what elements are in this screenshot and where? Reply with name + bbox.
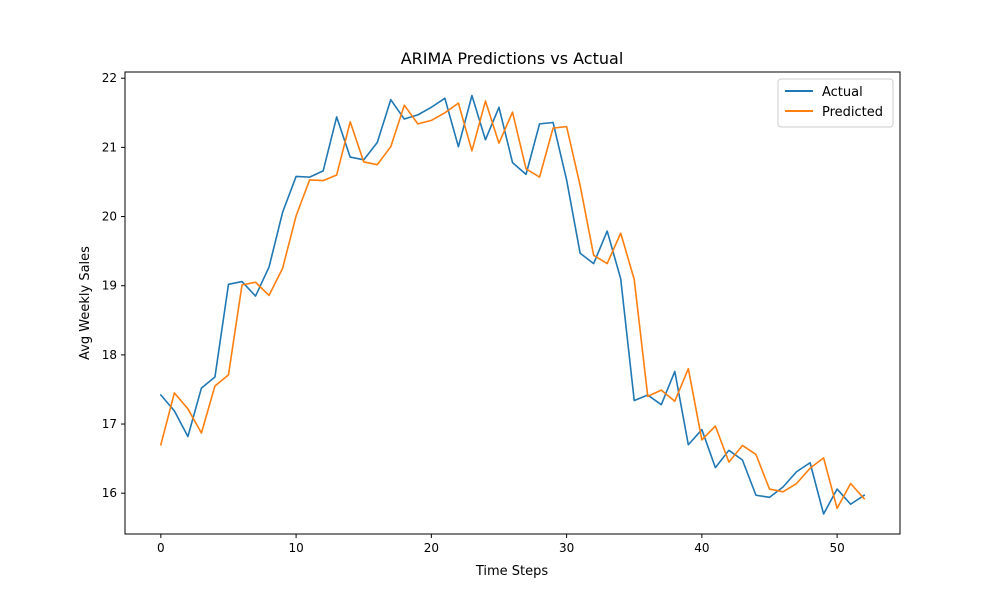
plot-lines xyxy=(159,94,866,515)
y-tick-label: 18 xyxy=(102,348,117,362)
plot-frame xyxy=(124,71,901,535)
y-tick-label: 19 xyxy=(102,279,117,293)
y-tick-label: 21 xyxy=(102,140,117,154)
x-tick-label: 50 xyxy=(829,541,844,555)
y-axis-label: Avg Weekly Sales xyxy=(78,246,93,360)
x-tick-label: 40 xyxy=(694,541,709,555)
legend: Actual Predicted xyxy=(777,78,894,128)
series-line-actual xyxy=(159,94,866,515)
y-tick-label: 20 xyxy=(102,210,117,224)
legend-label-actual: Actual xyxy=(822,85,863,100)
y-tick-label: 17 xyxy=(102,417,117,431)
x-tick-label: 30 xyxy=(559,541,574,555)
y-tick-label: 22 xyxy=(102,71,117,85)
x-tick-label: 10 xyxy=(288,541,303,555)
legend-label-predicted: Predicted xyxy=(822,105,883,120)
chart-title: ARIMA Predictions vs Actual xyxy=(401,49,624,68)
x-axis: 0 10 20 30 40 50 xyxy=(157,534,845,555)
y-axis: 16 17 18 19 20 21 22 xyxy=(102,71,125,500)
y-tick-label: 16 xyxy=(102,486,117,500)
x-tick-label: 0 xyxy=(157,541,165,555)
series-line-predicted xyxy=(159,100,866,510)
x-tick-label: 20 xyxy=(424,541,439,555)
x-axis-label: Time Steps xyxy=(475,564,549,579)
